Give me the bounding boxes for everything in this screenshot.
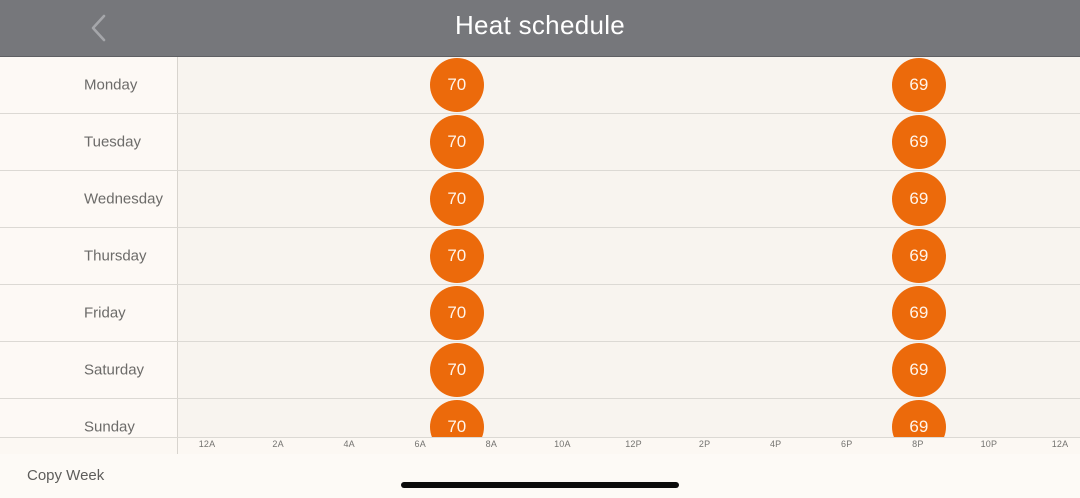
setpoint-bubble[interactable]: 69: [891, 286, 946, 340]
day-label-cell: Saturday: [0, 342, 177, 398]
setpoint-bubble[interactable]: 70: [429, 286, 484, 340]
day-track[interactable]: 70 69: [177, 57, 1080, 113]
page-title: Heat schedule: [454, 10, 626, 40]
time-tick-label: 2A: [272, 439, 284, 449]
time-tick-label: 8A: [485, 439, 498, 449]
setpoint-bubble[interactable]: 69: [891, 58, 946, 112]
setpoint-bubble[interactable]: 69: [891, 229, 946, 283]
time-tick-label: 4A: [343, 439, 355, 449]
day-label-cell: Friday: [0, 285, 177, 341]
time-tick-label: 12A: [198, 439, 216, 449]
day-row: Wednesday 70 69: [0, 171, 1080, 228]
day-label-cell: Thursday: [0, 228, 177, 284]
day-track[interactable]: 70 69: [177, 114, 1080, 170]
day-row: Monday 70 69: [0, 57, 1080, 114]
setpoint-bubble[interactable]: 69: [891, 343, 946, 397]
day-track[interactable]: 70 69: [177, 285, 1080, 341]
day-name: Monday: [84, 76, 138, 94]
time-tick-label: 4P: [769, 439, 782, 449]
setpoint-bubble[interactable]: 70: [429, 343, 484, 397]
home-indicator: [401, 482, 679, 488]
setpoint-bubble[interactable]: 70: [429, 229, 484, 283]
back-button[interactable]: [82, 8, 118, 48]
day-track[interactable]: 70 69: [177, 342, 1080, 398]
setpoint-bubble[interactable]: 70: [429, 172, 484, 226]
day-label-cell: Tuesday: [0, 114, 177, 170]
day-name: Tuesday: [84, 133, 141, 151]
day-label-cell: Monday: [0, 57, 177, 113]
setpoint-bubble[interactable]: 70: [429, 58, 484, 112]
time-tick-label: 10A: [554, 439, 571, 449]
schedule-grid: Monday 70 69 Tuesday 70 69 Wednesday 70 69 Thursd…: [0, 57, 1080, 456]
nav-header: Heat schedule: [0, 0, 1080, 57]
time-tick-label: 12A: [1051, 439, 1069, 449]
time-tick-label: 2P: [698, 439, 711, 449]
chevron-left-icon: [91, 14, 106, 42]
day-label-cell: Wednesday: [0, 171, 177, 227]
setpoint-bubble[interactable]: 69: [891, 172, 946, 226]
day-name: Sunday: [84, 418, 135, 436]
time-tick-label: 10P: [980, 439, 998, 449]
footer: Copy Week: [0, 454, 1080, 498]
setpoint-bubble[interactable]: 70: [429, 115, 484, 169]
day-name: Saturday: [84, 361, 145, 379]
day-name: Friday: [84, 304, 126, 322]
day-row: Saturday 70 69: [0, 342, 1080, 399]
time-tick-label: 6P: [841, 439, 853, 449]
time-axis: 12A 2A 4A 6A 8A 10A 12P 2P 4P 6P 8P 10P 12A: [0, 437, 1080, 454]
time-tick-label: 6A: [414, 439, 426, 449]
time-tick-label: 8P: [912, 439, 924, 449]
day-name: Thursday: [84, 247, 147, 265]
day-row: Thursday 70 69: [0, 228, 1080, 285]
day-name: Wednesday: [84, 190, 163, 208]
day-track[interactable]: 70 69: [177, 171, 1080, 227]
axis-divider: [177, 438, 178, 454]
day-row: Tuesday 70 69: [0, 114, 1080, 171]
time-tick-label: 12P: [625, 439, 642, 449]
day-row: Friday 70 69: [0, 285, 1080, 342]
copy-week-button[interactable]: Copy Week: [27, 467, 105, 484]
setpoint-bubble[interactable]: 69: [891, 115, 946, 169]
day-track[interactable]: 70 69: [177, 228, 1080, 284]
